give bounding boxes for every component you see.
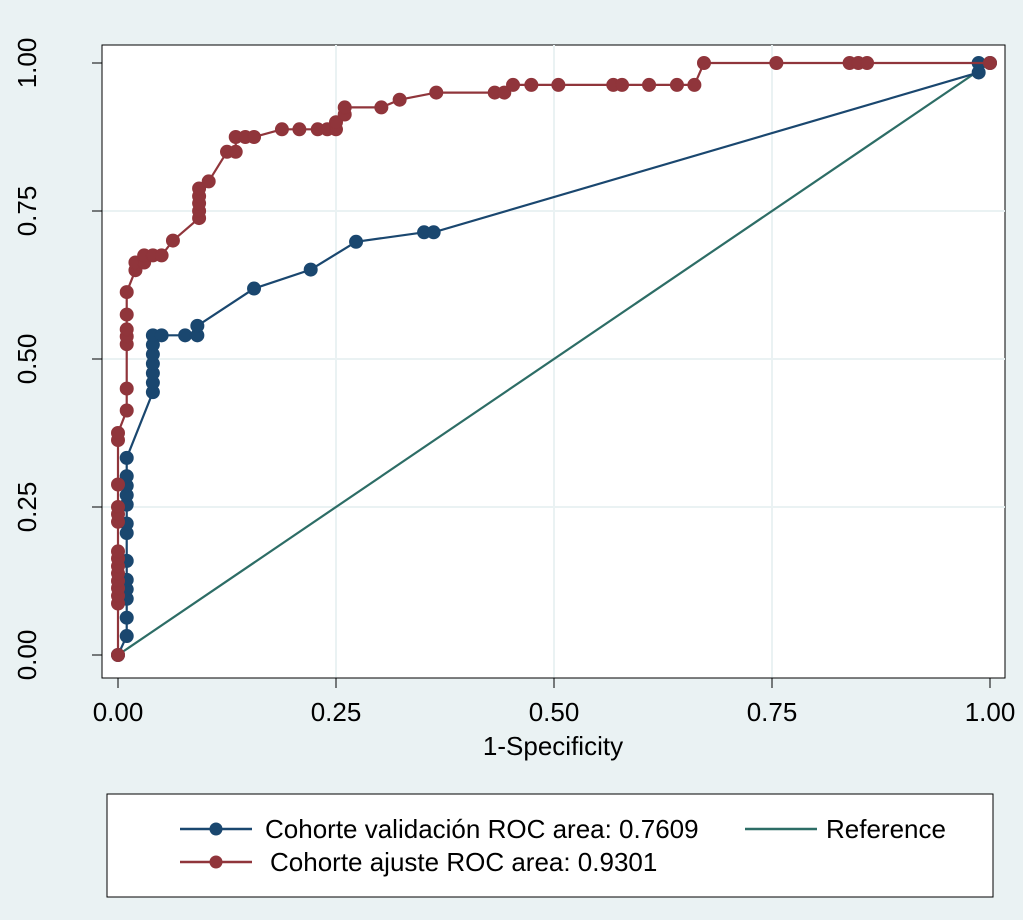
data-point xyxy=(292,122,307,137)
data-point xyxy=(551,77,566,92)
data-point xyxy=(111,477,125,492)
data-point xyxy=(860,56,875,70)
legend-label: Cohorte ajuste ROC area: 0.9301 xyxy=(270,847,657,877)
data-point xyxy=(178,328,193,343)
data-point xyxy=(119,610,134,625)
data-point xyxy=(111,500,125,514)
data-point xyxy=(329,115,343,130)
legend-swatch-marker xyxy=(209,822,223,836)
x-axis-title: 1-Specificity xyxy=(483,731,623,761)
legend-item: Reference xyxy=(745,814,946,844)
series-roc-curve-1 xyxy=(111,56,997,662)
data-point xyxy=(349,234,364,249)
data-point xyxy=(119,450,134,465)
data-point xyxy=(426,225,441,240)
series-layer xyxy=(111,56,997,662)
data-point xyxy=(111,426,125,440)
data-point xyxy=(119,285,134,300)
data-point xyxy=(274,122,289,137)
legend-item: Cohorte ajuste ROC area: 0.9301 xyxy=(180,847,657,877)
data-point xyxy=(192,181,207,196)
data-point xyxy=(497,85,512,100)
data-point xyxy=(615,77,630,92)
data-point xyxy=(983,56,997,70)
data-point xyxy=(111,648,125,662)
data-point xyxy=(111,544,125,559)
data-point xyxy=(696,56,711,70)
data-point xyxy=(303,262,318,277)
legend-swatch-marker xyxy=(209,855,223,869)
y-tick-label: 0.00 xyxy=(12,630,42,681)
data-point xyxy=(154,328,169,343)
data-point xyxy=(119,629,134,644)
legend-item: Cohorte validación ROC area: 0.7609 xyxy=(180,814,699,844)
data-point xyxy=(337,100,352,115)
x-tick-label: 1.00 xyxy=(965,697,1016,727)
data-point xyxy=(506,77,521,92)
series-reference-line xyxy=(117,62,991,656)
data-point xyxy=(392,92,407,107)
x-tick-label: 0.50 xyxy=(529,697,580,727)
legend-box xyxy=(106,793,994,898)
data-point xyxy=(201,174,216,189)
data-point xyxy=(119,307,134,322)
data-point xyxy=(165,233,180,248)
data-point xyxy=(119,469,134,484)
data-point xyxy=(687,77,702,92)
data-point xyxy=(119,403,134,418)
legend-label: Cohorte validación ROC area: 0.7609 xyxy=(265,814,699,844)
data-point xyxy=(429,85,444,100)
legend-label: Reference xyxy=(826,814,946,844)
y-tick-label: 0.75 xyxy=(12,186,42,237)
data-point xyxy=(228,144,243,159)
y-tick-label: 0.25 xyxy=(12,482,42,533)
data-point xyxy=(119,322,134,337)
data-point xyxy=(669,77,684,92)
x-tick-label: 0.75 xyxy=(747,697,798,727)
data-point xyxy=(247,130,262,144)
x-tick-label: 0.25 xyxy=(311,697,362,727)
data-point xyxy=(524,77,539,92)
y-tick-label: 1.00 xyxy=(12,38,42,89)
data-point xyxy=(374,100,389,115)
data-point xyxy=(769,56,784,70)
series-roc-curve-0 xyxy=(111,56,997,662)
data-point xyxy=(190,318,205,333)
y-tick-label: 0.50 xyxy=(12,334,42,385)
series-line xyxy=(117,62,991,656)
data-point xyxy=(154,248,169,263)
data-point xyxy=(247,281,262,296)
legend: Cohorte validación ROC area: 0.7609 Refer… xyxy=(106,793,994,898)
x-axis: 0.00 0.25 0.50 0.75 1.00 xyxy=(93,677,1016,727)
data-point xyxy=(642,77,657,92)
x-tick-label: 0.00 xyxy=(93,697,144,727)
y-axis: 0.00 0.25 0.50 0.75 1.00 xyxy=(12,38,103,681)
data-point xyxy=(119,381,134,396)
